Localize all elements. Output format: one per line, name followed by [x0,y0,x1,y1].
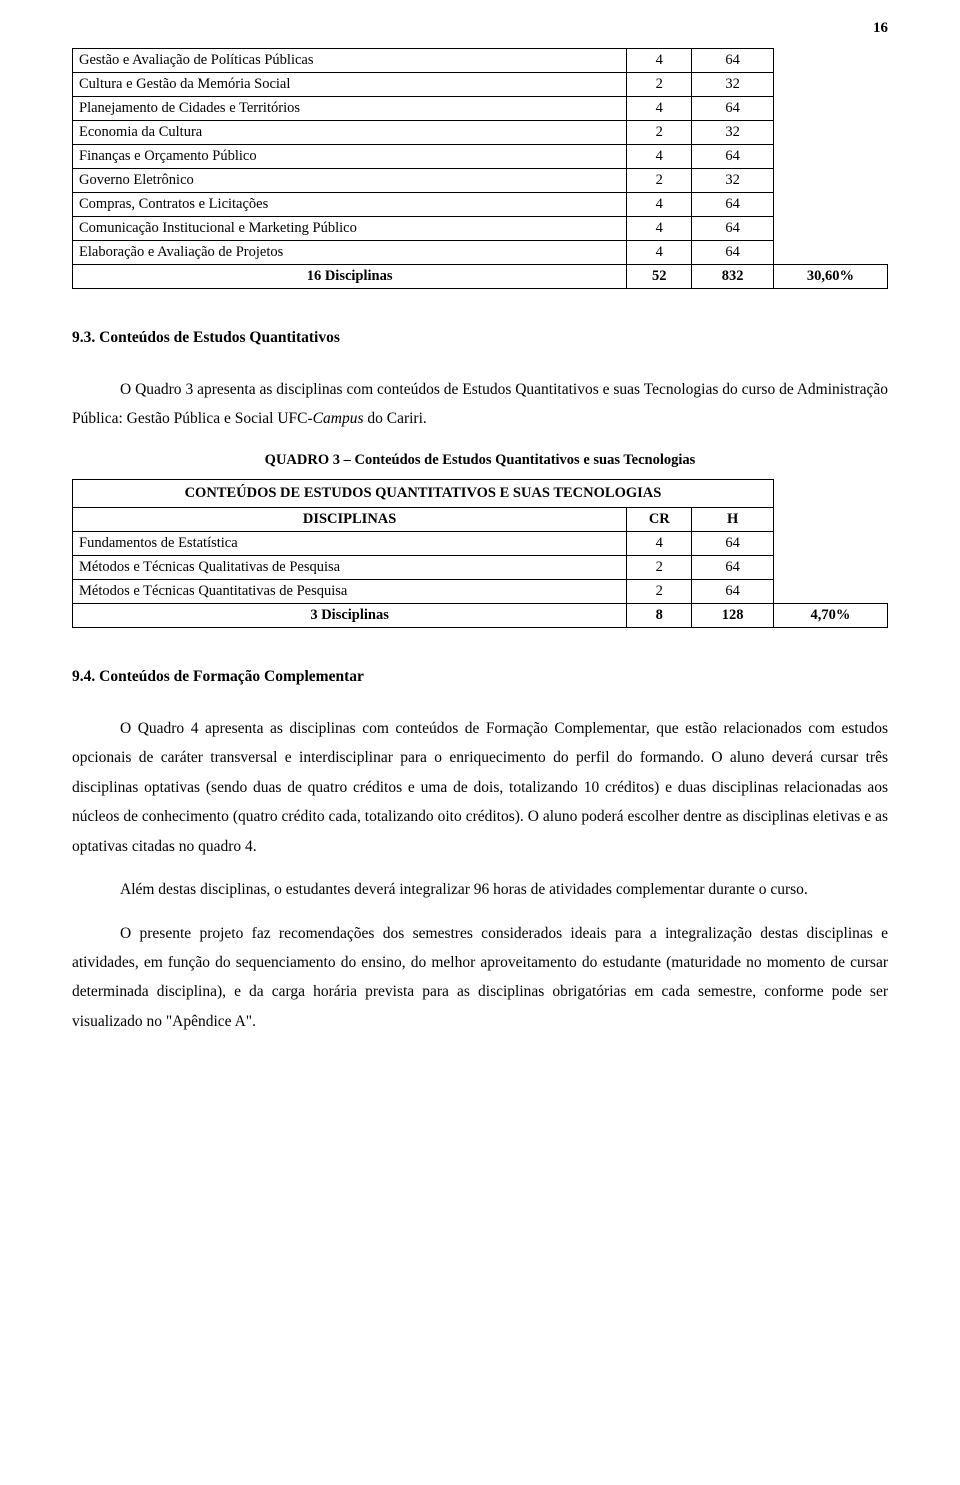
table-1: Gestão e Avaliação de Políticas Públicas… [72,48,888,289]
section-9-4-p2: Além destas disciplinas, o estudantes de… [72,875,888,904]
cell-cr: 4 [627,97,692,121]
cell-pct-empty [773,49,887,265]
quadro-3-caption: QUADRO 3 – Conteúdos de Estudos Quantita… [72,452,888,469]
cell-name: Governo Eletrônico [73,169,627,193]
cell-name: Finanças e Orçamento Público [73,145,627,169]
table-row: Finanças e Orçamento Público464 [73,145,888,169]
cell-h: 64 [692,579,774,603]
cell-total-cr: 8 [627,603,692,627]
cell-h: 64 [692,193,774,217]
table-row: Compras, Contratos e Licitações464 [73,193,888,217]
cell-cr: 4 [627,193,692,217]
para-text-pre: O Quadro 3 apresenta as disciplinas com … [72,381,888,427]
cell-total-h: 128 [692,603,774,627]
cell-cr: 4 [627,241,692,265]
cell-name: Economia da Cultura [73,121,627,145]
cell-h: 64 [692,49,774,73]
section-9-3-paragraph: O Quadro 3 apresenta as disciplinas com … [72,375,888,434]
cell-cr: 2 [627,73,692,97]
cell-empty [773,507,887,603]
cell-name: Fundamentos de Estatística [73,531,627,555]
cell-total-pct: 4,70% [773,603,887,627]
cell-name: Métodos e Técnicas Qualitativas de Pesqu… [73,555,627,579]
table-3-header-row: DISCIPLINAS CR H [73,507,888,531]
cell-cr: 4 [627,217,692,241]
section-9-4-p3: O presente projeto faz recomendações dos… [72,919,888,1037]
cell-name: Compras, Contratos e Licitações [73,193,627,217]
page-number: 16 [873,20,888,37]
cell-total-cr: 52 [627,265,692,289]
table-row: Gestão e Avaliação de Políticas Públicas… [73,49,888,73]
table-total-row: 3 Disciplinas 8 128 4,70% [73,603,888,627]
cell-cr: 4 [627,145,692,169]
cell-name: Gestão e Avaliação de Políticas Públicas [73,49,627,73]
cell-empty [773,479,887,507]
header-cr: CR [627,507,692,531]
cell-h: 64 [692,217,774,241]
table-row: Economia da Cultura232 [73,121,888,145]
cell-total-pct: 30,60% [773,265,887,289]
table-3-title: CONTEÚDOS DE ESTUDOS QUANTITATIVOS E SUA… [73,479,774,507]
cell-h: 64 [692,531,774,555]
cell-cr: 2 [627,555,692,579]
cell-total-label: 3 Disciplinas [73,603,627,627]
cell-h: 64 [692,241,774,265]
header-h: H [692,507,774,531]
para-text-em: Campus [313,410,364,427]
cell-h: 64 [692,145,774,169]
table-row: Planejamento de Cidades e Territórios464 [73,97,888,121]
table-3: CONTEÚDOS DE ESTUDOS QUANTITATIVOS E SUA… [72,479,888,628]
cell-h: 32 [692,73,774,97]
cell-cr: 4 [627,531,692,555]
para-text-post: do Cariri. [363,410,426,427]
page: 16 Gestão e Avaliação de Políticas Públi… [0,0,960,1098]
table-row: Fundamentos de Estatística464 [73,531,888,555]
cell-cr: 2 [627,579,692,603]
cell-total-label: 16 Disciplinas [73,265,627,289]
table-row: Governo Eletrônico232 [73,169,888,193]
cell-h: 32 [692,121,774,145]
table-row: Comunicação Institucional e Marketing Pú… [73,217,888,241]
table-total-row: 16 Disciplinas 52 832 30,60% [73,265,888,289]
table-row: Métodos e Técnicas Qualitativas de Pesqu… [73,555,888,579]
cell-cr: 2 [627,169,692,193]
section-9-4-heading: 9.4. Conteúdos de Formação Complementar [72,668,888,686]
cell-total-h: 832 [692,265,774,289]
cell-name: Elaboração e Avaliação de Projetos [73,241,627,265]
section-9-3-heading: 9.3. Conteúdos de Estudos Quantitativos [72,329,888,347]
cell-cr: 4 [627,49,692,73]
cell-h: 64 [692,97,774,121]
header-disciplinas: DISCIPLINAS [73,507,627,531]
cell-name: Cultura e Gestão da Memória Social [73,73,627,97]
table-3-title-row: CONTEÚDOS DE ESTUDOS QUANTITATIVOS E SUA… [73,479,888,507]
table-row: Elaboração e Avaliação de Projetos464 [73,241,888,265]
table-row: Cultura e Gestão da Memória Social232 [73,73,888,97]
cell-name: Métodos e Técnicas Quantitativas de Pesq… [73,579,627,603]
cell-name: Comunicação Institucional e Marketing Pú… [73,217,627,241]
section-9-4-p1: O Quadro 4 apresenta as disciplinas com … [72,714,888,861]
table-row: Métodos e Técnicas Quantitativas de Pesq… [73,579,888,603]
cell-h: 32 [692,169,774,193]
cell-name: Planejamento de Cidades e Territórios [73,97,627,121]
cell-cr: 2 [627,121,692,145]
cell-h: 64 [692,555,774,579]
